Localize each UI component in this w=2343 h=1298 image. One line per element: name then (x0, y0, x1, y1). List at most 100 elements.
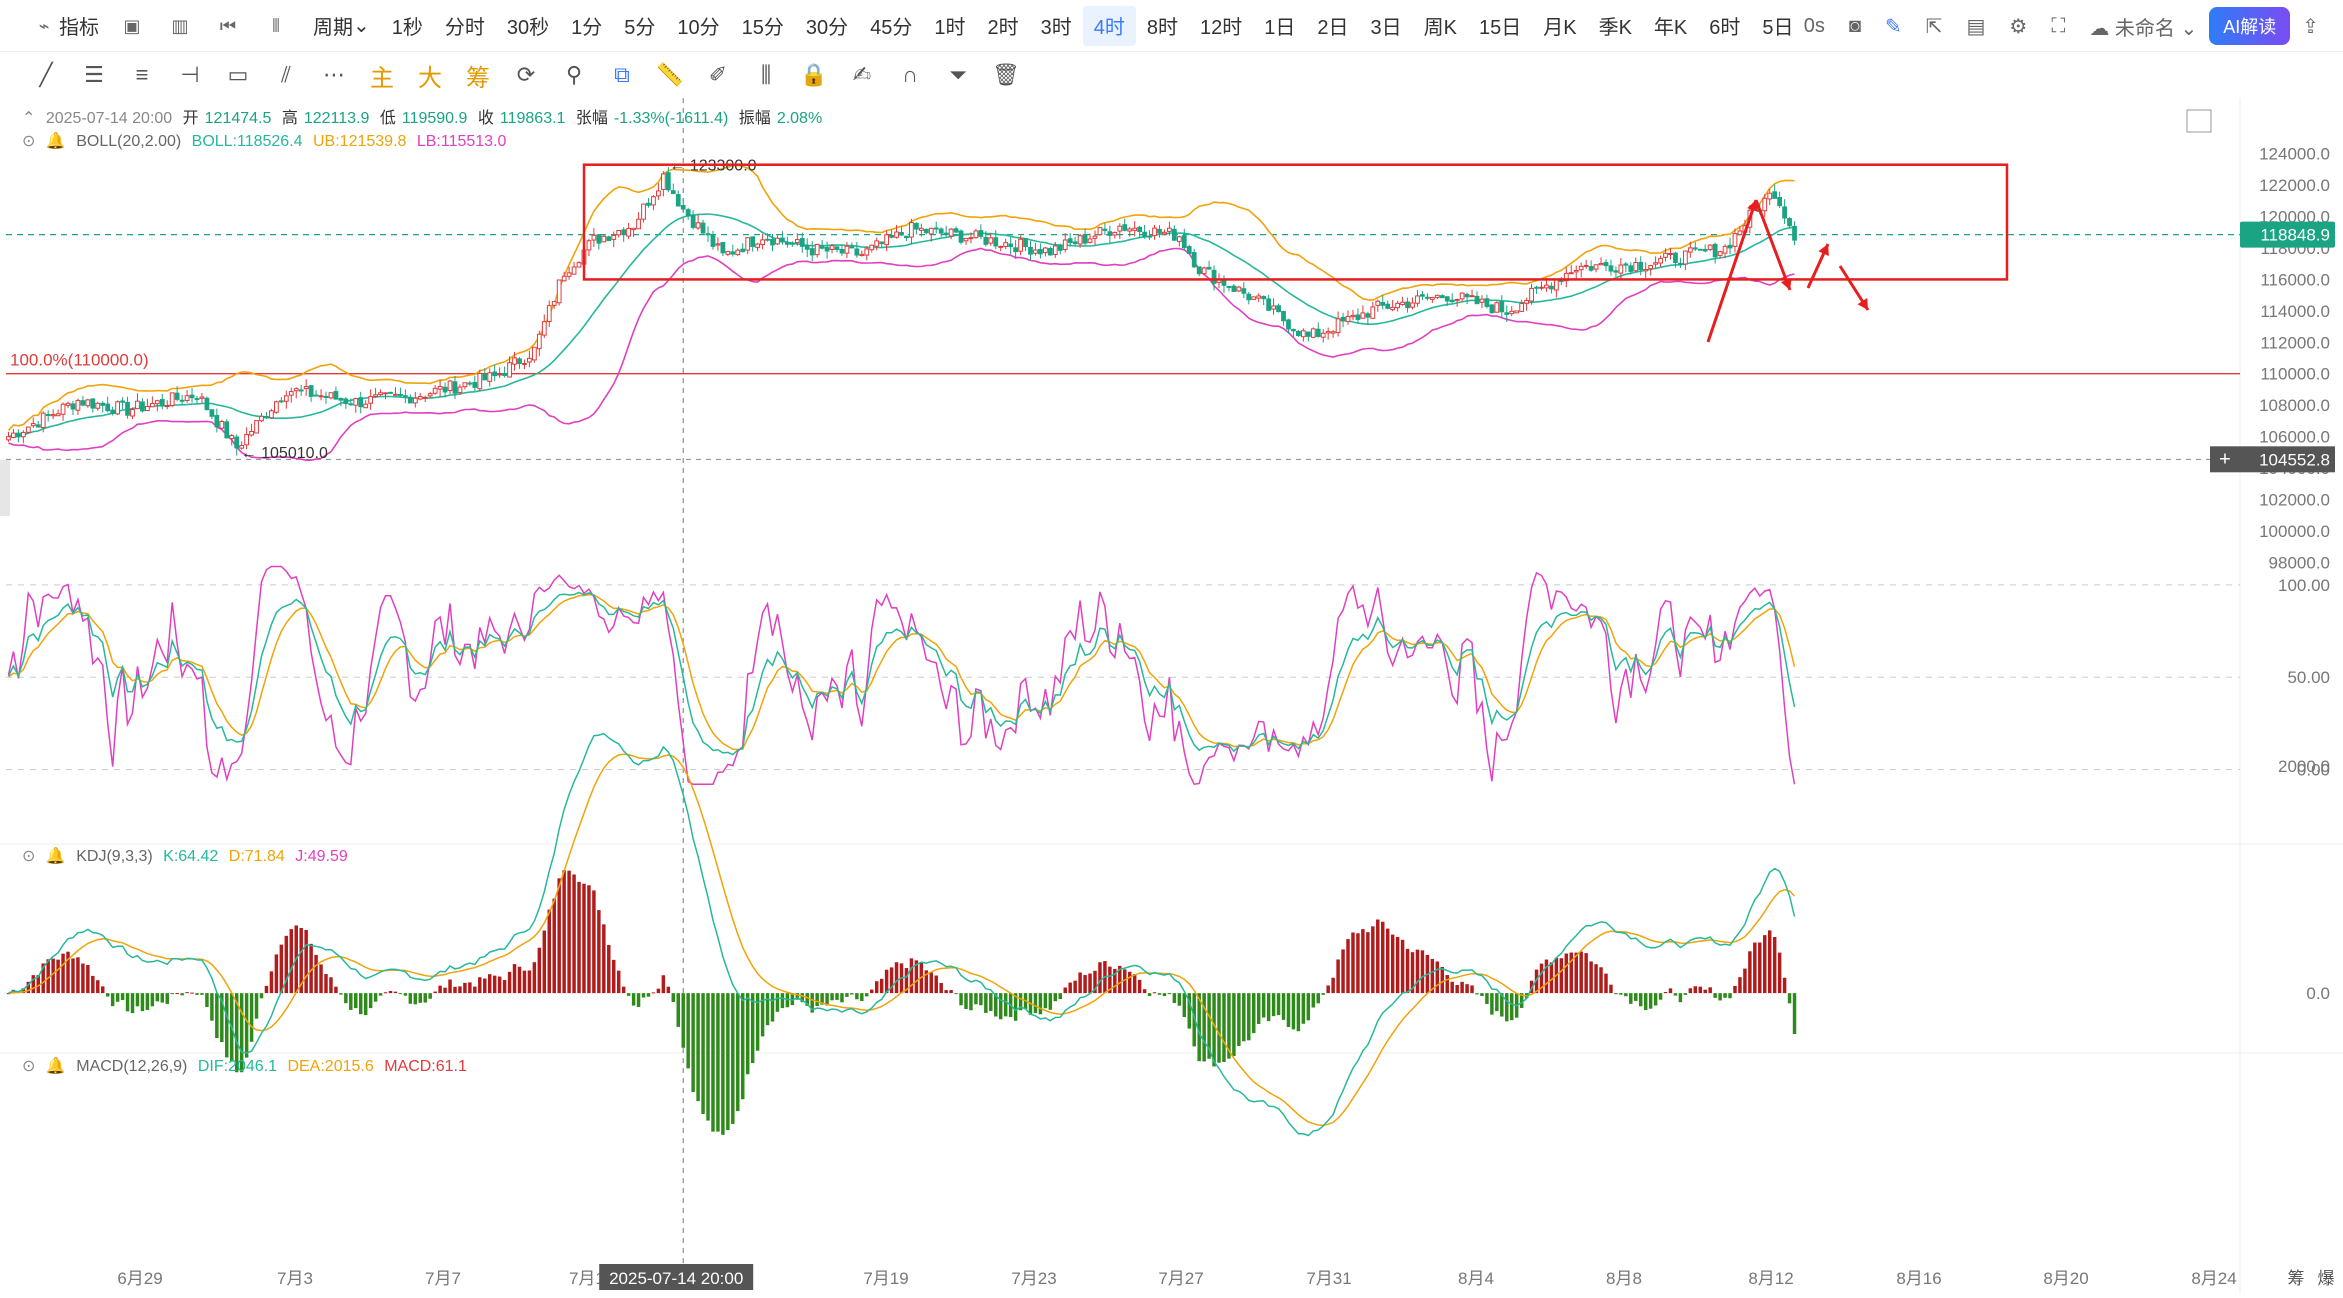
macd-bar (1743, 968, 1747, 994)
period-18[interactable]: 周K (1423, 17, 1457, 39)
macd-bar (532, 962, 537, 994)
macd-bar (259, 993, 264, 999)
magnet-icon[interactable]: ⚲ (565, 62, 583, 87)
candle-body (665, 172, 671, 191)
export-icon[interactable]: ⇱ (1925, 15, 1943, 38)
note-icon[interactable]: ✍ (852, 62, 872, 87)
brush-icon[interactable]: ✐ (708, 62, 728, 87)
candle-body (730, 251, 736, 255)
candle-body (879, 241, 885, 245)
macd-bar (765, 993, 770, 1026)
candle-body (1300, 330, 1306, 338)
lock-icon[interactable]: 🔒 (800, 62, 828, 87)
more-tools-icon[interactable]: ⋯ (323, 62, 345, 87)
macd-bar (929, 972, 934, 994)
monitor-icon[interactable]: ▤ (1966, 15, 1986, 38)
bars-icon[interactable]: ⫼ (760, 62, 772, 87)
ai-analysis-button[interactable]: AI解读 (2209, 7, 2291, 45)
macd-bar (1430, 958, 1435, 994)
candle-body (1281, 311, 1286, 322)
filter-icon[interactable]: ⏷ (949, 62, 967, 87)
grid-icon[interactable]: ▥ (171, 15, 189, 36)
candle-style-icon[interactable]: ⫴ (272, 15, 280, 36)
kline-chart[interactable]: 124000.0122000.0120000.0118000.0116000.0… (0, 98, 2343, 1293)
period-13[interactable]: 8时 (1146, 17, 1179, 39)
period-22[interactable]: 年K (1653, 17, 1688, 39)
period-2[interactable]: 30秒 (506, 17, 550, 39)
parallel-lines-icon[interactable]: ☰ (84, 62, 104, 87)
macd-legend[interactable]: ⊙ 🔔 MACD(12,26,9) DIF:2046.1 DEA:2015.6 … (22, 1058, 467, 1075)
candle-body (209, 409, 215, 417)
main-chart-toggle[interactable]: 主 (370, 64, 394, 92)
period-14[interactable]: 12时 (1200, 17, 1243, 39)
period-0[interactable]: 1秒 (391, 17, 423, 39)
candle-body (487, 372, 493, 382)
macd-bar (1708, 987, 1712, 994)
kdj-legend[interactable]: ⊙ 🔔 KDJ(9,3,3) K:64.42 D:71.84 J:49.59 (22, 848, 348, 865)
macd-bar (840, 993, 844, 1003)
share-icon[interactable]: ⇪ (2302, 15, 2319, 38)
period-19[interactable]: 15日 (1478, 17, 1522, 39)
period-3[interactable]: 1分 (571, 17, 603, 39)
layout-icon[interactable]: ▣ (123, 15, 141, 36)
candle-body (25, 426, 31, 433)
period-4[interactable]: 5分 (624, 17, 656, 39)
candle-body (1375, 300, 1381, 306)
macd-bar (1505, 993, 1509, 1022)
channel-tool-icon[interactable]: ⫽ (281, 62, 291, 87)
period-10[interactable]: 2时 (987, 17, 1019, 39)
period-20[interactable]: 月K (1543, 17, 1577, 39)
period-23[interactable]: 6时 (1709, 17, 1741, 39)
copy-icon[interactable]: ⧉ (614, 62, 630, 87)
candle-body (1787, 218, 1792, 227)
big-order-toggle[interactable]: 大 (418, 64, 442, 92)
period-8[interactable]: 45分 (870, 17, 913, 39)
period-dropdown[interactable]: 周期 ⌄ (313, 15, 370, 39)
period-7[interactable]: 30分 (805, 17, 849, 39)
period-9[interactable]: 1时 (934, 17, 966, 39)
period-17[interactable]: 3日 (1370, 17, 1402, 39)
fullscreen-icon[interactable]: ⛶ (2051, 14, 2066, 37)
chip-toggle[interactable]: 筹 (466, 64, 490, 92)
period-12[interactable]: 4时 (1082, 5, 1136, 46)
candle-body (988, 237, 994, 244)
candle-body (591, 234, 597, 241)
indicators-button[interactable]: ⌁ 指标 (22, 6, 110, 46)
period-16[interactable]: 2日 (1317, 17, 1349, 39)
candle-body (1191, 252, 1197, 268)
macd-bar (1559, 958, 1564, 994)
macd-bar (1108, 966, 1112, 994)
line-tool-icon[interactable]: ╱ (39, 62, 53, 87)
candle-body (303, 386, 309, 390)
period-15[interactable]: 1日 (1264, 17, 1296, 39)
hlines-icon[interactable]: ≡ (135, 62, 149, 87)
hline-tool-icon[interactable]: ⊣ (180, 62, 200, 87)
macd-bar (582, 883, 586, 994)
replay-icon[interactable]: ⏮ (219, 15, 237, 36)
period-21[interactable]: 季K (1598, 17, 1632, 39)
ruler-icon[interactable]: 📏 (656, 62, 684, 87)
chart-area[interactable]: 124000.0 122000.0 120000.0 118000.0 116000.0… (0, 98, 2343, 1293)
macd-bar (1495, 993, 1499, 1012)
settings-gear-icon[interactable]: ⚙ (2009, 15, 2028, 38)
macd-bar (1609, 984, 1613, 994)
sync-icon[interactable]: ⟳ (516, 62, 536, 87)
period-1[interactable]: 分时 (444, 17, 485, 39)
trash-icon[interactable]: 🗑 (992, 62, 1020, 87)
period-5[interactable]: 10分 (677, 17, 720, 39)
magnet2-icon[interactable]: ∩ (902, 62, 918, 87)
period-11[interactable]: 3时 (1040, 17, 1072, 39)
rectangle-tool-icon[interactable]: ▭ (227, 62, 249, 87)
period-6[interactable]: 15分 (741, 17, 784, 39)
boll-legend[interactable]: ⊙ 🔔 BOLL(20,2.00) BOLL:118526.4 UB:12153… (22, 133, 507, 150)
macd-bar (1142, 989, 1147, 994)
macd-bar (1772, 937, 1777, 994)
period-24[interactable]: 5日 (1762, 17, 1794, 39)
candle-body (998, 245, 1004, 248)
macd-bar (175, 993, 179, 995)
candle-body (1529, 287, 1534, 302)
camera-icon[interactable]: ◙ (1848, 14, 1861, 37)
pen-icon[interactable]: ✎ (1884, 15, 1902, 38)
candle-body (65, 402, 71, 406)
save-name-dropdown[interactable]: ☁ 未命名 ⌄ (2089, 17, 2198, 40)
